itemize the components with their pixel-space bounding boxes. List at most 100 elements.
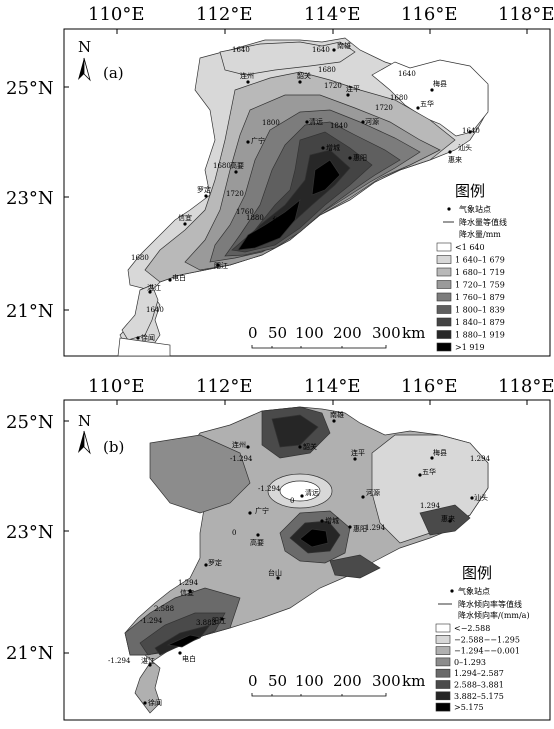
scale-unit: km: [402, 324, 425, 342]
isoline-label: 1640: [312, 46, 330, 54]
legend-class-label: 1 800–1 839: [455, 306, 505, 315]
legend-line: 降水量等值线: [459, 217, 507, 227]
lat-label-21: 21°N: [6, 301, 54, 322]
legend-line: 降水倾向率等值线: [458, 599, 522, 609]
scale-tick: 300: [372, 324, 401, 342]
legend-swatch: [435, 668, 451, 678]
legend-class-label: 1 880–1 919: [455, 331, 505, 340]
isoline-label: 3.882: [196, 619, 216, 627]
legend-class-label: 1.294–2.587: [454, 669, 504, 678]
lon-label-118: 118°E: [498, 376, 554, 397]
city-label: 高要: [250, 538, 264, 547]
panel-label-b: (b): [103, 438, 124, 456]
isoline-label: 1720: [324, 82, 342, 90]
scale-tick: 100: [295, 324, 324, 342]
north-arrow-icon: [78, 430, 91, 455]
legend-swatch: [436, 280, 452, 289]
city-label: 清远: [305, 488, 319, 497]
north-arrow-icon: [78, 57, 91, 82]
city-label: 南雄: [337, 41, 351, 50]
scalebar-a: 0 50 100 200 300 km: [248, 324, 425, 349]
north-label: N: [78, 412, 91, 430]
frame-ticks: [64, 29, 528, 311]
legend-swatch: [436, 242, 452, 252]
lon-label-118: 118°E: [498, 4, 554, 25]
city-label: 湛江: [147, 284, 161, 292]
city-label: 韶关: [297, 71, 311, 80]
legend-b: 图例 气象站点 降水倾向率等值线 降水倾向率/(mm/a) <−2.588 −2.…: [435, 564, 530, 712]
legend-swatch: [436, 342, 452, 352]
legend-class-label: >1 919: [455, 343, 485, 352]
legend-station: 气象站点: [459, 204, 491, 214]
legend-class-label: 1 680–1 719: [455, 268, 505, 277]
isoline-label: 1720: [375, 104, 393, 112]
city-label: 增城: [325, 516, 339, 525]
city-label: 惠阳: [353, 153, 367, 162]
isoline-label: 1880: [246, 214, 264, 222]
city-label: 罗定: [197, 185, 211, 194]
scale-tick: 50: [268, 672, 287, 690]
city-label: 信宜: [178, 213, 192, 222]
isoline-label: 1640: [146, 306, 164, 314]
city-label: 惠来: [448, 155, 462, 164]
isoline-label: 0: [290, 497, 294, 505]
city-label: 河源: [365, 117, 379, 126]
legend-swatch: [436, 292, 452, 302]
scale-tick: 100: [295, 672, 324, 690]
city-label: 高要: [230, 161, 244, 170]
north-label: N: [78, 38, 91, 56]
legend-station: 气象站点: [458, 586, 490, 596]
map-frame: [63, 399, 551, 721]
lat-label-25: 25°N: [6, 412, 54, 433]
lon-label-114: 114°E: [304, 4, 361, 25]
legend-class-label: 2.588–3.881: [454, 681, 504, 690]
city-label: 增城: [326, 143, 340, 152]
legend-class-label: −2.588−−1.295: [454, 635, 520, 644]
legend-unit: 降水量/mm: [459, 229, 501, 239]
scalebar-b: 0 50 100 200 300 km: [248, 672, 425, 697]
legend-swatch: [435, 634, 451, 644]
city-label: 连平: [351, 448, 365, 457]
city-label: 电白: [182, 654, 196, 663]
legend-classes: <1 640 1 640–1 679 1 680–1 719 1 720–1 759 1…: [436, 242, 505, 352]
legend-swatch: [435, 646, 451, 655]
isoline-label: 1.294: [420, 502, 441, 510]
legend-swatch: [435, 680, 451, 689]
city-label: 信宜: [180, 588, 194, 597]
city-label: 韶关: [303, 442, 317, 451]
city-label: 罗定: [208, 558, 222, 567]
isoline-label: -1.294: [140, 617, 163, 625]
stations-a: 南雄 连州 韶关 连平 梅县 五华 广宁 清远 河源 增城 惠阳 汕头 惠来 罗…: [136, 41, 472, 342]
city-label: 汕头: [458, 143, 472, 152]
isoline-label: 1.294: [470, 455, 491, 463]
isoline-label: 1.294: [178, 579, 199, 587]
city-label: 五华: [420, 99, 434, 108]
legend-class-label: 1 840–1 879: [455, 318, 505, 327]
lat-label-25: 25°N: [6, 78, 54, 99]
city-label: 清远: [309, 117, 323, 126]
precip-map-a: [117, 37, 489, 357]
isoline-label: 1680: [390, 94, 408, 102]
city-label: 阳江: [214, 261, 228, 270]
legend-swatch: [436, 305, 452, 314]
lon-label-116: 116°E: [401, 4, 458, 25]
isoline-label: 1.294: [365, 524, 386, 532]
city-label: 徐闻: [141, 333, 155, 342]
map-panel-b: 110°E 112°E 114°E 116°E 118°E 25°N 23°N …: [0, 363, 554, 725]
city-label: 连州: [240, 71, 254, 80]
legend-class-label: −1.294−−0.001: [454, 647, 520, 656]
legend-class-label: 1 720–1 759: [455, 281, 505, 290]
panel-label-a: (a): [103, 64, 124, 82]
city-label: 电白: [172, 273, 186, 282]
frame-ticks: [64, 400, 528, 654]
lat-label-21: 21°N: [6, 643, 54, 664]
isoline-label: 1720: [226, 190, 244, 198]
legend-swatch: [435, 691, 451, 701]
city-label: 惠来: [441, 514, 455, 523]
map-a-svg: 110°E 112°E 114°E 116°E 118°E 25°N 23°N …: [6, 4, 554, 357]
map-b-svg: 110°E 112°E 114°E 116°E 118°E 25°N 23°N …: [6, 376, 554, 721]
stations-b: 南雄 连州 韶关 连平 梅县 五华 广宁 清远 河源 增城 惠阳 汕头 惠来 罗…: [141, 410, 488, 707]
lon-label-110: 110°E: [88, 376, 145, 397]
isoline-label: 1680: [213, 162, 231, 170]
legend-class-label: 1 640–1 679: [455, 256, 505, 265]
